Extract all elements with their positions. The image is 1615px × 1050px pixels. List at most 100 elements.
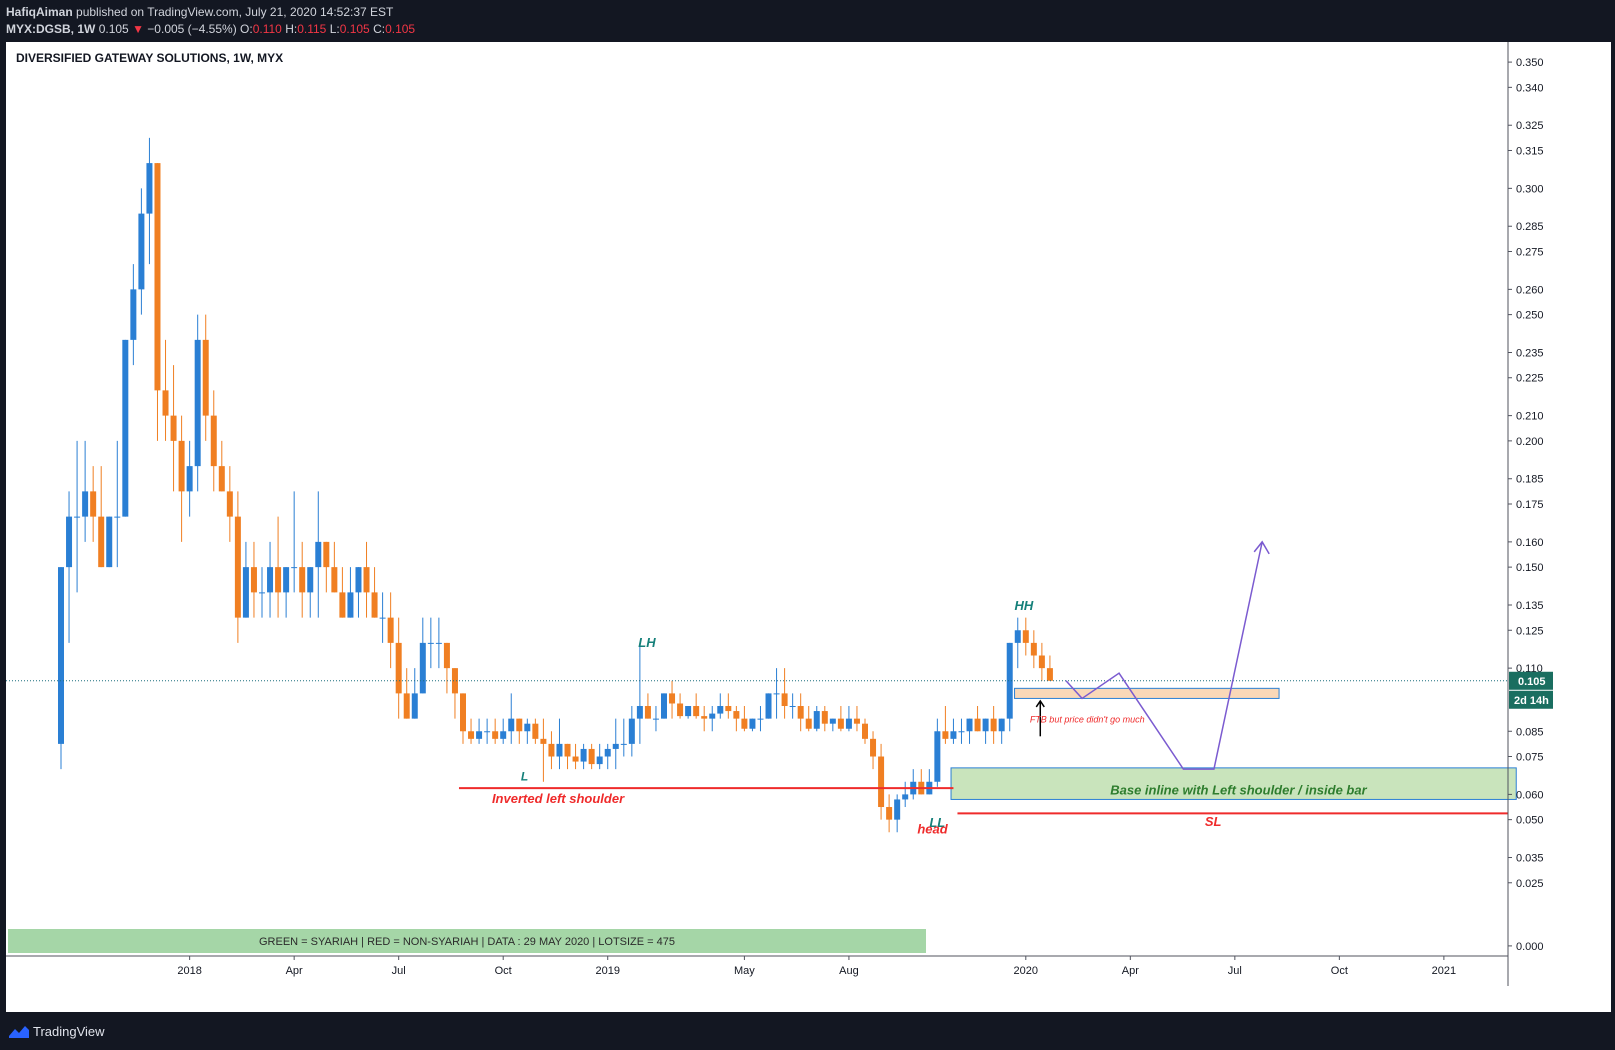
projection-arrow-head [1253,540,1270,555]
candle-body [821,711,828,724]
candle-body [307,567,314,593]
candle-body [443,642,450,669]
price-tick-label: 0.035 [1516,853,1544,865]
last-price-badge [1509,671,1553,690]
candle-body [950,731,957,739]
candle-body [82,491,89,517]
price-tick-label: 0.060 [1516,789,1544,801]
candle-body [797,706,804,719]
close-value: 0.105 [385,22,416,36]
price-tick-label: 0.315 [1516,145,1544,157]
candle-body [460,693,466,732]
candle-body [114,516,121,518]
tradingview-brand[interactable]: TradingView [33,1024,105,1039]
author-name[interactable]: HafiqAiman [6,5,73,19]
ftb-note-label: FTB but price didn't go much [1030,714,1145,724]
candle-body [371,592,378,618]
time-tick-label: Jul [1228,965,1242,977]
candle-body [267,567,274,593]
time-tick-label: 2019 [595,965,619,977]
base-zone-label: Base inline with Left shoulder / inside … [1110,782,1367,797]
candle-body [476,731,483,739]
candle-body [90,491,97,517]
candle-body [468,731,475,739]
candle-body [556,743,563,757]
candle-body [435,642,442,644]
price-tick-label: 0.150 [1516,562,1544,574]
candle-body [242,567,249,618]
candle-body [733,711,740,719]
candle-body [966,718,973,732]
candle-body [628,718,635,744]
candle-body [902,794,909,800]
candle-body [98,516,105,568]
candle-body [709,713,716,719]
countdown-badge-label: 2d 14h [1514,695,1549,707]
candle-body [419,642,426,694]
candle-body [548,743,555,757]
price-tick-label: 0.075 [1516,752,1544,764]
candle-body [974,718,981,732]
ll-label: LL [929,815,945,830]
price-tick-label: 0.175 [1516,499,1544,511]
candle-body [202,339,209,416]
last-price-badge-label: 0.105 [1518,676,1546,688]
candle-body [299,567,306,593]
candle-body [757,718,764,720]
time-axis[interactable]: 2018 Apr Jul Oct 2019 May Aug 2020 Apr Jul Oct 2021 [6,955,1508,977]
candle-body [355,567,362,593]
chart-title: DIVERSIFIED GATEWAY SOLUTIONS, 1W, MYX [16,51,283,65]
candle-body [604,748,611,757]
candle-body [813,711,820,729]
down-arrow-icon: ▼ [132,22,144,36]
change-value: −0.005 (−4.55%) [147,22,237,36]
candle-body [259,592,265,594]
candle-body [379,617,386,619]
time-tick-label: Aug [839,965,859,977]
time-tick-label: Apr [286,965,303,977]
candle-body [283,567,290,593]
time-tick-label: Oct [1331,965,1348,977]
candle-body [66,516,73,568]
tradingview-logo-icon[interactable] [8,1023,30,1039]
price-axis[interactable]: 0.350 0.340 0.325 0.315 0.300 0.285 0.275 0.260… [1507,42,1553,986]
candle-body [395,642,402,694]
candle-body [717,706,724,714]
low-label: L: [329,22,340,36]
price-tick-label: 0.340 [1516,82,1544,94]
candle-body [130,289,137,340]
candle-body [620,743,627,745]
chart-area[interactable] [6,42,1611,1012]
candle-body [210,415,217,467]
candle-body [106,516,113,568]
price-value: 0.105 [98,22,129,36]
candle-body [998,718,1005,732]
price-chart[interactable]: DIVERSIFIED GATEWAY SOLUTIONS, 1W, MYX L… [6,42,1611,1012]
time-tick-label: Apr [1122,965,1139,977]
candle-body [315,541,322,568]
price-tick-label: 0.350 [1516,57,1544,69]
candle-body [934,731,941,782]
candle-body [765,693,772,719]
candle-body [540,738,547,744]
candle-body [741,718,748,729]
footer-bar: TradingView [0,1015,1615,1050]
syariah-legend-text: GREEN = SYARIAH | RED = NON-SYARIAH | DA… [259,936,675,948]
candle-body [218,466,225,492]
candle-body [492,731,499,739]
candle-body [363,567,370,593]
price-tick-label: 0.210 [1516,411,1544,423]
price-tick-label: 0.250 [1516,310,1544,322]
candle-body [837,718,844,729]
time-tick-label: 2018 [177,965,201,977]
candle-body [226,491,233,517]
candle-body [154,163,161,391]
candle-body [958,731,965,733]
candle-body [725,706,732,712]
candle-body [516,718,523,732]
candle-body [451,668,458,694]
open-label: O: [240,22,253,36]
candle-body [508,718,515,732]
price-tick-label: 0.325 [1516,120,1544,132]
candle-body [1022,630,1029,643]
